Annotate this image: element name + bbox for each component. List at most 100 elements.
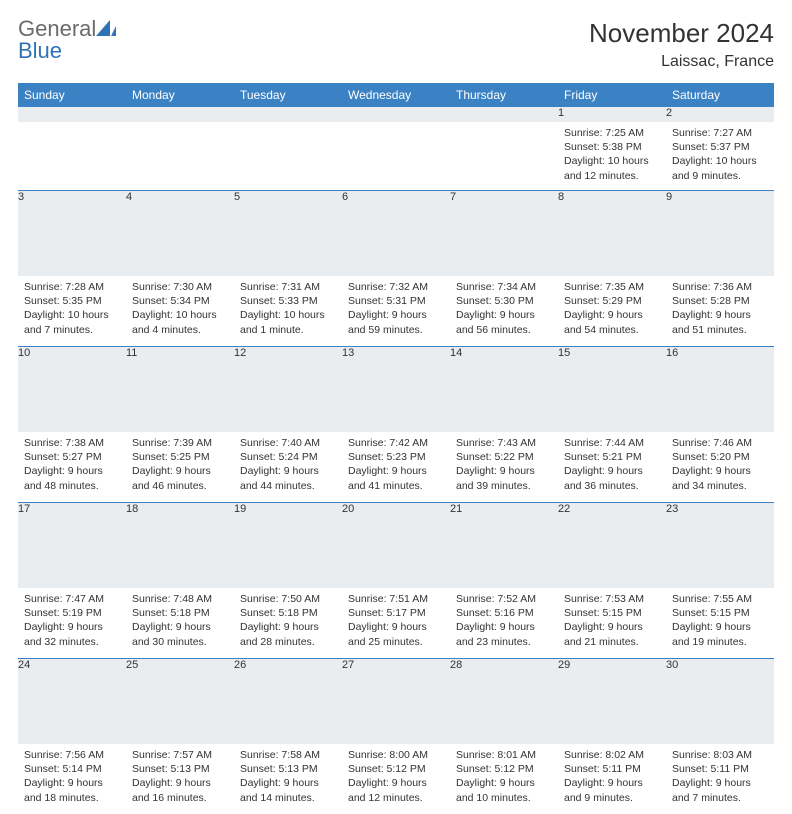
sunset-text: Sunset: 5:16 PM xyxy=(456,606,552,620)
day-number xyxy=(342,107,450,122)
title-block: November 2024 Laissac, France xyxy=(589,18,774,71)
day-number: 30 xyxy=(666,658,774,744)
sunrise-text: Sunrise: 7:52 AM xyxy=(456,592,552,606)
brand-text: General Blue xyxy=(18,18,116,62)
day-details: Sunrise: 7:38 AMSunset: 5:27 PMDaylight:… xyxy=(18,432,126,499)
day-details: Sunrise: 7:42 AMSunset: 5:23 PMDaylight:… xyxy=(342,432,450,499)
daylight-text: Daylight: 10 hours and 4 minutes. xyxy=(132,308,228,336)
sunrise-text: Sunrise: 7:51 AM xyxy=(348,592,444,606)
sunset-text: Sunset: 5:15 PM xyxy=(564,606,660,620)
daylight-text: Daylight: 9 hours and 18 minutes. xyxy=(24,776,120,804)
day-cell: Sunrise: 7:32 AMSunset: 5:31 PMDaylight:… xyxy=(342,276,450,346)
day-cell: Sunrise: 7:27 AMSunset: 5:37 PMDaylight:… xyxy=(666,122,774,190)
day-details: Sunrise: 8:03 AMSunset: 5:11 PMDaylight:… xyxy=(666,744,774,811)
day-cell xyxy=(126,122,234,190)
day-number: 12 xyxy=(234,346,342,432)
sunset-text: Sunset: 5:12 PM xyxy=(456,762,552,776)
daylight-text: Daylight: 9 hours and 32 minutes. xyxy=(24,620,120,648)
daylight-text: Daylight: 10 hours and 9 minutes. xyxy=(672,154,768,182)
sunset-text: Sunset: 5:23 PM xyxy=(348,450,444,464)
sunrise-text: Sunrise: 7:28 AM xyxy=(24,280,120,294)
day-details: Sunrise: 7:31 AMSunset: 5:33 PMDaylight:… xyxy=(234,276,342,343)
day-details: Sunrise: 7:50 AMSunset: 5:18 PMDaylight:… xyxy=(234,588,342,655)
weekday-mon: Monday xyxy=(126,83,234,107)
day-number-row: 3456789 xyxy=(18,190,774,276)
day-cell: Sunrise: 7:56 AMSunset: 5:14 PMDaylight:… xyxy=(18,744,126,814)
daylight-text: Daylight: 9 hours and 59 minutes. xyxy=(348,308,444,336)
daylight-text: Daylight: 9 hours and 9 minutes. xyxy=(564,776,660,804)
day-cell: Sunrise: 7:42 AMSunset: 5:23 PMDaylight:… xyxy=(342,432,450,502)
day-content-row: Sunrise: 7:28 AMSunset: 5:35 PMDaylight:… xyxy=(18,276,774,346)
sunset-text: Sunset: 5:27 PM xyxy=(24,450,120,464)
day-cell: Sunrise: 7:25 AMSunset: 5:38 PMDaylight:… xyxy=(558,122,666,190)
day-number: 15 xyxy=(558,346,666,432)
day-details: Sunrise: 7:47 AMSunset: 5:19 PMDaylight:… xyxy=(18,588,126,655)
sunrise-text: Sunrise: 7:50 AM xyxy=(240,592,336,606)
sunrise-text: Sunrise: 7:56 AM xyxy=(24,748,120,762)
day-number: 19 xyxy=(234,502,342,588)
sunset-text: Sunset: 5:11 PM xyxy=(672,762,768,776)
day-details: Sunrise: 7:48 AMSunset: 5:18 PMDaylight:… xyxy=(126,588,234,655)
day-cell: Sunrise: 7:51 AMSunset: 5:17 PMDaylight:… xyxy=(342,588,450,658)
day-content-row: Sunrise: 7:25 AMSunset: 5:38 PMDaylight:… xyxy=(18,122,774,190)
sunrise-text: Sunrise: 7:39 AM xyxy=(132,436,228,450)
day-details: Sunrise: 7:51 AMSunset: 5:17 PMDaylight:… xyxy=(342,588,450,655)
day-cell xyxy=(450,122,558,190)
day-cell: Sunrise: 7:31 AMSunset: 5:33 PMDaylight:… xyxy=(234,276,342,346)
day-number: 24 xyxy=(18,658,126,744)
day-details: Sunrise: 7:53 AMSunset: 5:15 PMDaylight:… xyxy=(558,588,666,655)
day-number: 11 xyxy=(126,346,234,432)
sunset-text: Sunset: 5:12 PM xyxy=(348,762,444,776)
day-number xyxy=(234,107,342,122)
day-details: Sunrise: 7:40 AMSunset: 5:24 PMDaylight:… xyxy=(234,432,342,499)
daylight-text: Daylight: 10 hours and 1 minute. xyxy=(240,308,336,336)
day-number: 6 xyxy=(342,190,450,276)
day-details: Sunrise: 7:58 AMSunset: 5:13 PMDaylight:… xyxy=(234,744,342,811)
day-number: 17 xyxy=(18,502,126,588)
sunrise-text: Sunrise: 7:48 AM xyxy=(132,592,228,606)
day-number-row: 24252627282930 xyxy=(18,658,774,744)
daylight-text: Daylight: 9 hours and 12 minutes. xyxy=(348,776,444,804)
weekday-sun: Sunday xyxy=(18,83,126,107)
day-number: 18 xyxy=(126,502,234,588)
sunset-text: Sunset: 5:13 PM xyxy=(240,762,336,776)
calendar-location: Laissac, France xyxy=(589,53,774,71)
day-details: Sunrise: 8:02 AMSunset: 5:11 PMDaylight:… xyxy=(558,744,666,811)
day-details: Sunrise: 8:00 AMSunset: 5:12 PMDaylight:… xyxy=(342,744,450,811)
day-cell: Sunrise: 8:03 AMSunset: 5:11 PMDaylight:… xyxy=(666,744,774,814)
brand-sail-icon xyxy=(96,20,116,36)
day-cell: Sunrise: 7:47 AMSunset: 5:19 PMDaylight:… xyxy=(18,588,126,658)
sunset-text: Sunset: 5:22 PM xyxy=(456,450,552,464)
day-content-row: Sunrise: 7:56 AMSunset: 5:14 PMDaylight:… xyxy=(18,744,774,814)
sunset-text: Sunset: 5:28 PM xyxy=(672,294,768,308)
day-cell: Sunrise: 7:58 AMSunset: 5:13 PMDaylight:… xyxy=(234,744,342,814)
day-number: 13 xyxy=(342,346,450,432)
daylight-text: Daylight: 9 hours and 25 minutes. xyxy=(348,620,444,648)
day-number: 7 xyxy=(450,190,558,276)
sunrise-text: Sunrise: 7:40 AM xyxy=(240,436,336,450)
daylight-text: Daylight: 9 hours and 23 minutes. xyxy=(456,620,552,648)
day-details: Sunrise: 7:25 AMSunset: 5:38 PMDaylight:… xyxy=(558,122,666,189)
day-details: Sunrise: 7:35 AMSunset: 5:29 PMDaylight:… xyxy=(558,276,666,343)
sunrise-text: Sunrise: 7:42 AM xyxy=(348,436,444,450)
day-cell: Sunrise: 7:46 AMSunset: 5:20 PMDaylight:… xyxy=(666,432,774,502)
weekday-header-row: Sunday Monday Tuesday Wednesday Thursday… xyxy=(18,83,774,107)
sunset-text: Sunset: 5:15 PM xyxy=(672,606,768,620)
day-cell xyxy=(342,122,450,190)
sunrise-text: Sunrise: 8:00 AM xyxy=(348,748,444,762)
sunrise-text: Sunrise: 7:58 AM xyxy=(240,748,336,762)
sunset-text: Sunset: 5:20 PM xyxy=(672,450,768,464)
day-cell xyxy=(18,122,126,190)
sunrise-text: Sunrise: 8:03 AM xyxy=(672,748,768,762)
daylight-text: Daylight: 9 hours and 56 minutes. xyxy=(456,308,552,336)
day-cell: Sunrise: 8:00 AMSunset: 5:12 PMDaylight:… xyxy=(342,744,450,814)
sunset-text: Sunset: 5:21 PM xyxy=(564,450,660,464)
day-details: Sunrise: 7:34 AMSunset: 5:30 PMDaylight:… xyxy=(450,276,558,343)
day-cell: Sunrise: 7:57 AMSunset: 5:13 PMDaylight:… xyxy=(126,744,234,814)
sunset-text: Sunset: 5:17 PM xyxy=(348,606,444,620)
sunset-text: Sunset: 5:38 PM xyxy=(564,140,660,154)
sunrise-text: Sunrise: 7:30 AM xyxy=(132,280,228,294)
brand-part2: Blue xyxy=(18,38,62,63)
sunrise-text: Sunrise: 7:36 AM xyxy=(672,280,768,294)
day-details: Sunrise: 7:27 AMSunset: 5:37 PMDaylight:… xyxy=(666,122,774,189)
